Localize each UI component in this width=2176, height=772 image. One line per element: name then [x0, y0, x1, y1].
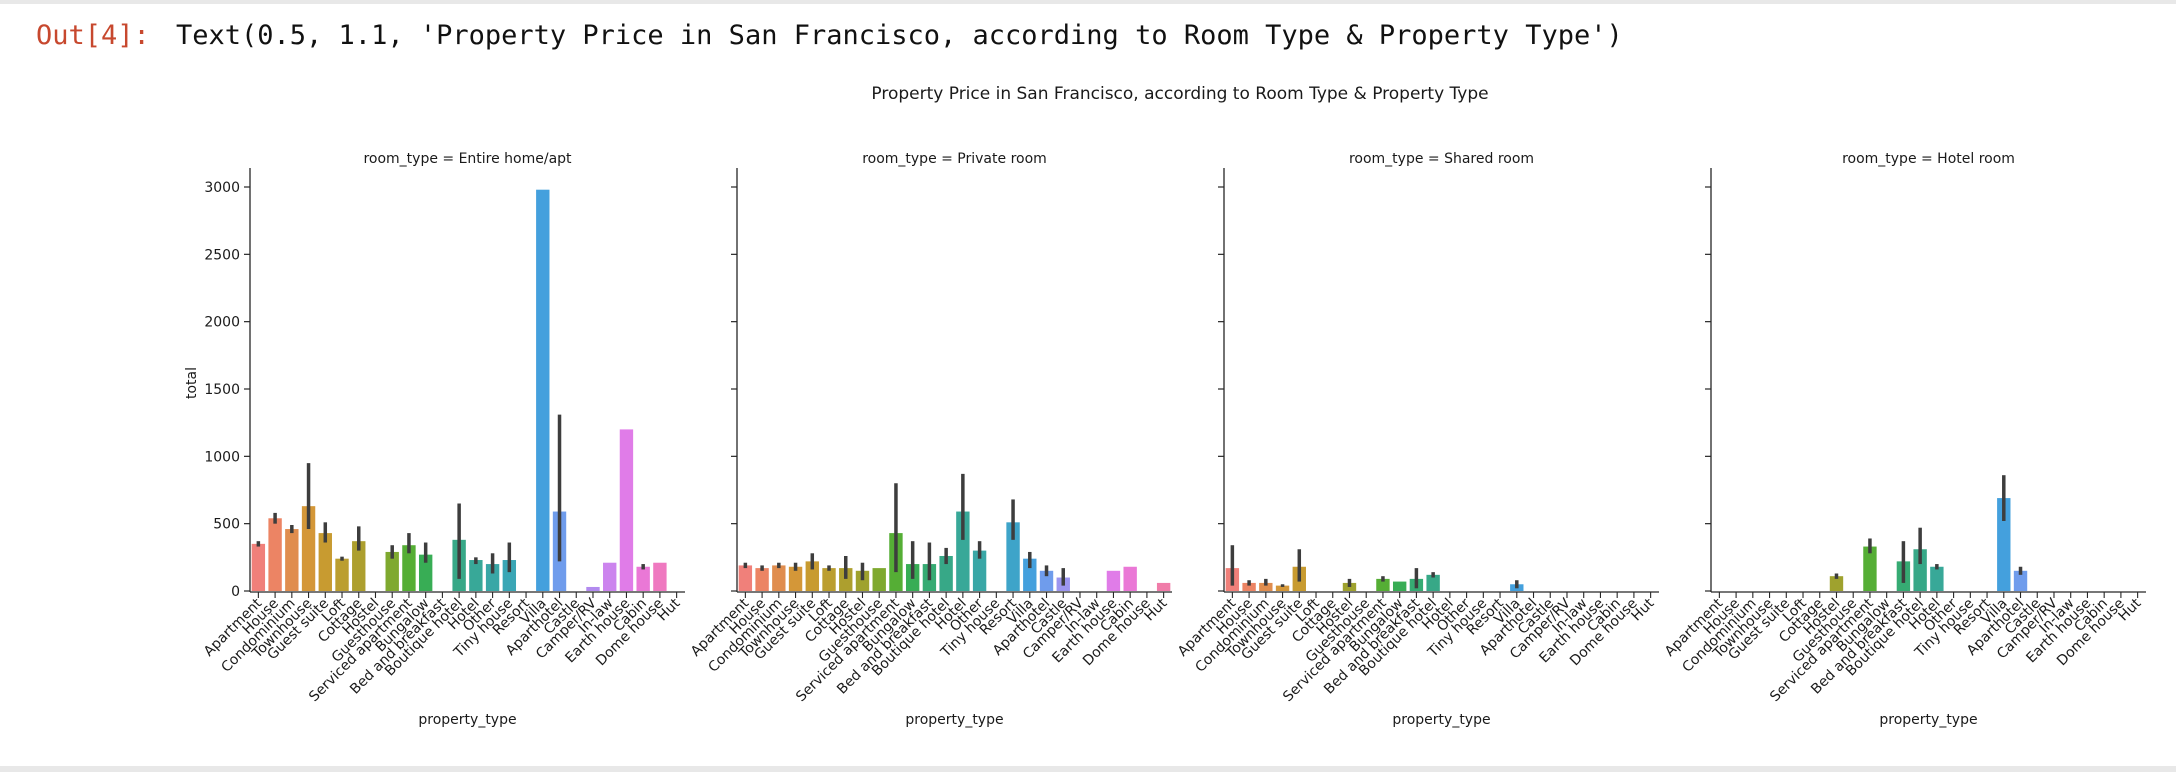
chart-title: Property Price in San Francisco, accordi… — [871, 84, 1488, 104]
panel-title: room_type = Shared room — [1349, 151, 1534, 167]
panel-title: room_type = Private room — [862, 151, 1047, 167]
bar-tiny-house — [502, 560, 517, 591]
bar-house — [755, 568, 769, 591]
bar-loft — [335, 558, 349, 591]
bar-hotel — [1930, 566, 1944, 591]
bar-cottage — [839, 568, 853, 591]
bar-condominium — [772, 565, 786, 591]
cell-top-border — [0, 0, 2176, 4]
bar-boutique-hotel — [1426, 574, 1440, 591]
y-tick-label: 1000 — [204, 449, 240, 465]
bar-aparthotel — [1039, 570, 1054, 591]
bar-other — [485, 564, 500, 591]
bar-earth-house — [619, 429, 634, 591]
bar-serviced-apartment — [1376, 578, 1390, 591]
bar-guesthouse — [385, 551, 399, 591]
bar-dome-house — [653, 562, 667, 591]
bar-hostel — [855, 570, 870, 591]
panel-2: room_type = Private roomApartmentHouseCo… — [688, 151, 1172, 728]
bar-in-law — [603, 562, 617, 591]
bar-cottage — [352, 541, 366, 591]
bar-townhouse — [301, 506, 316, 591]
bar-bungalow — [418, 554, 433, 591]
panel-4: room_type = Hotel roomApartmentHouseCond… — [1662, 151, 2146, 728]
y-tick-label: 3000 — [204, 180, 240, 196]
bar-townhouse — [1275, 585, 1290, 591]
cell-bottom-border — [0, 766, 2176, 772]
bar-resort — [1006, 522, 1020, 591]
bar-hotel — [469, 560, 483, 591]
y-tick-label: 1500 — [204, 382, 240, 398]
bar-other — [972, 550, 987, 591]
bar-bungalow — [1392, 581, 1407, 591]
bar-condominium — [285, 529, 299, 591]
panel-1: room_type = Entire home/apt 0 500 1000 1500 2… — [201, 151, 685, 728]
y-axis-label: total — [184, 367, 200, 399]
panel-title: room_type = Entire home/apt — [363, 151, 572, 167]
output-text: Text(0.5, 1.1, 'Property Price in San Fr… — [176, 20, 1623, 51]
bar-camper-rv — [586, 586, 600, 591]
bar-guest-suite — [805, 561, 819, 591]
bar-townhouse — [788, 566, 803, 591]
panel-3: room_type = Shared roomApartmentHouseCon… — [1175, 151, 1659, 728]
bar-hut — [1156, 582, 1171, 591]
x-axis-label: property_type — [418, 712, 516, 728]
bar-hostel — [1829, 576, 1844, 591]
bar-guest-suite — [318, 533, 332, 591]
x-axis-label: property_type — [1392, 712, 1490, 728]
bar-house — [1242, 582, 1256, 591]
bar-villa — [1023, 558, 1037, 591]
panels: room_type = Entire home/apt 0 500 1000 1500 2… — [201, 151, 2146, 728]
bar-house — [268, 518, 282, 591]
y-tick-label: 500 — [213, 517, 240, 533]
bar-earth-house — [1106, 570, 1121, 591]
panel-title: room_type = Hotel room — [1842, 151, 2015, 167]
bar-boutique-hotel — [1913, 549, 1927, 591]
bar-boutique-hotel — [939, 555, 953, 591]
y-tick-label: 2500 — [204, 247, 240, 263]
bar-hotel — [956, 511, 970, 591]
bar-apartment — [738, 565, 753, 591]
bar-apartment — [251, 543, 266, 591]
bar-condominium — [1259, 582, 1273, 591]
bar-villa — [536, 189, 550, 591]
bar-cabin — [636, 566, 650, 591]
x-axis-label: property_type — [905, 712, 1003, 728]
bar-villa — [1997, 498, 2011, 591]
bar-guesthouse — [872, 568, 886, 591]
bar-serviced-apartment — [1863, 546, 1877, 591]
output-prompt: Out[4]: — [36, 20, 150, 51]
y-tick-label: 2000 — [204, 315, 240, 331]
bar-loft — [822, 568, 836, 591]
bar-cabin — [1123, 566, 1137, 591]
bar-aparthotel — [2013, 570, 2028, 591]
bar-serviced-apartment — [402, 545, 416, 591]
y-tick-label: 0 — [231, 584, 240, 600]
x-axis-label: property_type — [1879, 712, 1977, 728]
